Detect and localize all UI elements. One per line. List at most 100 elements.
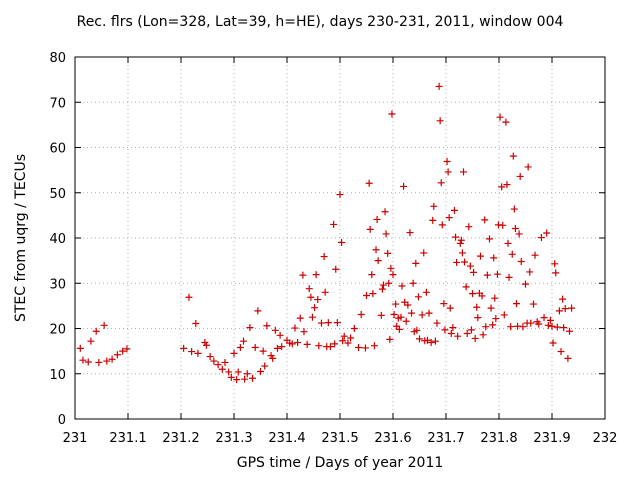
x-tick-label: 231.5 xyxy=(321,431,358,446)
data-point xyxy=(509,152,517,160)
data-point xyxy=(449,324,457,332)
data-point xyxy=(408,309,416,317)
x-tick-label: 231.2 xyxy=(162,431,199,446)
data-point xyxy=(95,358,103,366)
data-point xyxy=(368,271,376,279)
data-point xyxy=(332,265,340,273)
data-point xyxy=(192,320,200,328)
data-point xyxy=(261,362,269,370)
data-point xyxy=(515,230,523,238)
data-point xyxy=(263,322,271,330)
data-point xyxy=(479,331,487,339)
data-point xyxy=(404,301,412,309)
data-point xyxy=(565,327,573,335)
data-point xyxy=(416,335,423,343)
data-point xyxy=(430,202,438,210)
data-point xyxy=(526,268,534,276)
data-point xyxy=(471,334,479,342)
data-point xyxy=(108,355,116,363)
data-point xyxy=(361,344,369,352)
data-point xyxy=(382,230,390,238)
data-point xyxy=(564,354,572,362)
data-point xyxy=(476,252,484,260)
data-point xyxy=(257,367,264,375)
data-point xyxy=(370,342,378,350)
data-point xyxy=(412,259,420,267)
y-tick-label: 10 xyxy=(49,368,66,383)
data-point xyxy=(437,179,445,187)
data-point xyxy=(369,290,377,298)
data-point xyxy=(414,293,422,301)
chart-title: Rec. flrs (Lon=328, Lat=39, h=HE), days … xyxy=(76,14,564,30)
data-point xyxy=(553,323,561,331)
y-tick-label: 40 xyxy=(49,232,66,247)
data-point xyxy=(458,249,466,257)
data-point xyxy=(423,336,431,344)
data-point xyxy=(269,354,277,362)
data-point xyxy=(413,326,421,334)
data-points xyxy=(76,82,576,384)
data-point xyxy=(271,326,279,334)
data-point xyxy=(551,260,559,268)
x-tick-label: 231.9 xyxy=(533,431,570,446)
x-tick-label: 232 xyxy=(593,431,618,446)
data-point xyxy=(453,258,461,266)
data-point xyxy=(314,296,322,304)
data-point xyxy=(206,353,214,361)
data-point xyxy=(498,183,506,191)
data-point xyxy=(331,340,339,348)
data-point xyxy=(180,344,188,352)
y-tick-label: 50 xyxy=(49,187,66,202)
data-point xyxy=(544,321,552,329)
y-tick-label: 0 xyxy=(58,413,66,428)
data-point xyxy=(296,314,304,322)
data-point xyxy=(330,220,338,228)
data-point xyxy=(374,257,382,265)
data-point xyxy=(321,288,329,296)
data-point xyxy=(317,319,325,327)
data-point xyxy=(294,339,302,347)
data-point xyxy=(473,303,481,311)
data-point xyxy=(100,321,108,329)
data-point xyxy=(76,344,84,352)
data-point xyxy=(344,339,352,347)
data-point xyxy=(517,258,525,266)
data-point xyxy=(214,361,222,369)
x-tick-label: 231.7 xyxy=(427,431,464,446)
data-point xyxy=(363,291,370,299)
data-point xyxy=(469,290,476,298)
data-point xyxy=(491,294,499,302)
data-point xyxy=(427,339,435,347)
axis-ticks: 231 231.1 231.2 231.3 231.4 231.5 231.6 231.7 23… xyxy=(49,51,617,446)
data-point xyxy=(461,258,469,266)
data-point xyxy=(373,215,381,223)
data-point xyxy=(291,324,299,332)
data-point xyxy=(202,341,210,349)
data-point xyxy=(259,347,267,355)
data-point xyxy=(429,216,437,224)
data-point xyxy=(254,307,262,315)
data-point xyxy=(548,322,556,330)
y-axis-label: STEC from uqrg / TECUs xyxy=(13,153,29,323)
data-point xyxy=(338,239,346,247)
data-point xyxy=(443,158,451,166)
data-point xyxy=(320,253,328,261)
data-point xyxy=(233,376,241,384)
data-point xyxy=(372,246,380,254)
data-point xyxy=(103,357,111,365)
data-point xyxy=(431,337,439,345)
data-point xyxy=(221,358,229,366)
data-point xyxy=(527,319,535,327)
data-point xyxy=(496,113,504,121)
x-tick-label: 231.3 xyxy=(215,431,252,446)
data-point xyxy=(531,251,539,259)
data-point xyxy=(113,351,121,359)
data-point xyxy=(546,316,554,324)
data-point xyxy=(537,234,545,242)
data-point xyxy=(312,271,320,279)
x-tick-label: 231.4 xyxy=(268,431,305,446)
data-point xyxy=(236,344,244,352)
data-point xyxy=(436,117,444,125)
data-point xyxy=(489,321,497,329)
